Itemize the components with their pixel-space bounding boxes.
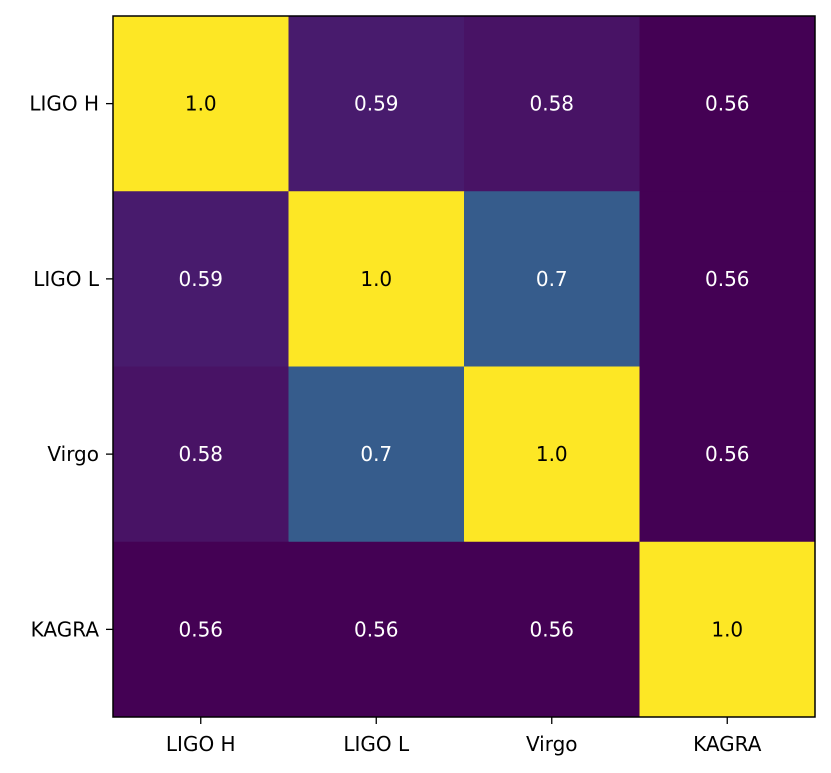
cell-value-label: 0.56	[705, 267, 750, 291]
cell-value-label: 0.58	[178, 442, 223, 466]
heatmap-cell	[288, 541, 465, 718]
heatmap-cells: 1.0 0.59 0.58 0.56 0.59 1.0 0.7 0.56 0.58 0.7 1.0 0…	[113, 16, 816, 718]
y-tick-label: LIGO H	[29, 92, 99, 116]
x-tick-label: LIGO L	[343, 732, 410, 756]
cell-value-label: 0.56	[178, 617, 223, 641]
cell-value-label: 0.56	[529, 617, 574, 641]
heatmap-cell	[464, 191, 640, 367]
cell-value-label: 0.56	[354, 617, 399, 641]
cell-value-label: 0.56	[705, 442, 750, 466]
heatmap-cell	[288, 366, 465, 543]
cell-value-label: 1.0	[185, 92, 217, 116]
x-tick-label: KAGRA	[693, 732, 762, 756]
heatmap-cell	[113, 191, 289, 367]
heatmap-cell	[288, 16, 465, 192]
cell-value-label: 0.59	[178, 267, 223, 291]
heatmap-cell	[113, 16, 289, 192]
y-tick-label: Virgo	[47, 442, 99, 466]
heatmap-cell	[288, 191, 465, 367]
cell-value-label: 0.7	[360, 442, 392, 466]
y-tick-label: LIGO L	[33, 267, 100, 291]
cell-value-label: 0.58	[529, 92, 574, 116]
heatmap-cell	[113, 366, 289, 543]
cell-value-label: 0.59	[354, 92, 399, 116]
x-tick-label: Virgo	[526, 732, 578, 756]
y-tick-label: KAGRA	[31, 617, 100, 641]
heatmap-cell	[464, 366, 640, 543]
x-tick-label: LIGO H	[166, 732, 236, 756]
cell-value-label: 1.0	[711, 617, 743, 641]
cell-value-label: 1.0	[360, 267, 392, 291]
heatmap-cell	[639, 191, 816, 367]
heatmap-cell	[639, 541, 816, 718]
cell-value-label: 1.0	[536, 442, 568, 466]
cell-value-label: 0.7	[536, 267, 568, 291]
heatmap-cell	[464, 16, 640, 192]
cell-value-label: 0.56	[705, 92, 750, 116]
heatmap-cell	[639, 16, 816, 192]
heatmap-cell	[464, 541, 640, 718]
heatmap-cell	[113, 541, 289, 718]
plot-frame	[112, 15, 816, 718]
heatmap-cell	[639, 366, 816, 543]
axis-ticks: LIGO H LIGO L Virgo KAGRA LIGO H LIGO L Virgo K…	[29, 92, 761, 756]
